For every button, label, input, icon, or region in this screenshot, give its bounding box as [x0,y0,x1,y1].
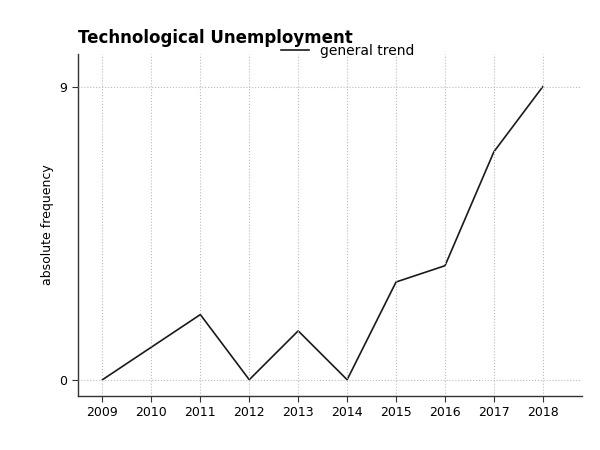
Y-axis label: absolute frequency: absolute frequency [41,165,54,285]
Legend: general trend: general trend [276,38,420,63]
Text: Technological Unemployment: Technological Unemployment [78,29,353,47]
